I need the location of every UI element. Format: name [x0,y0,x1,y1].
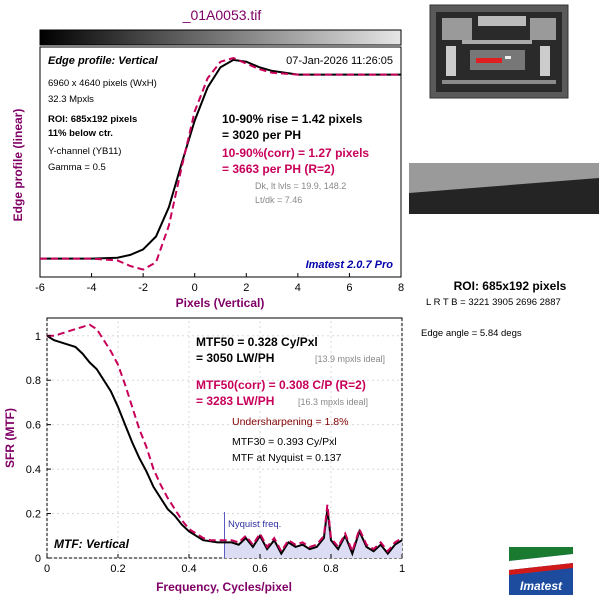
info-dimensions: 6960 x 4640 pixels (WxH) [48,78,157,89]
mtf-y-tick-label: 0.6 [26,420,41,432]
edge-series-red [40,56,401,271]
mtf-y-tick-label: 0.2 [26,509,41,521]
edge-plot-frame [39,46,402,278]
edge-profile-plot: -6 -4 -2 0 2 4 6 8 Edge profile: Vertical 07-Ja… [11,29,404,310]
mtf-x-ticks: 0 0.2 0.4 0.6 0.8 1 [44,554,405,575]
rise-result: 10-90% rise = 1.42 pixels [222,112,363,126]
mtf-x-tick-label: 0.4 [181,563,196,575]
mtf-panel-title: MTF: Vertical [54,537,130,551]
info-roi: ROI: 685x192 pixels [48,114,137,125]
mtf-nyquist-text: MTF at Nyquist = 0.137 [232,452,342,464]
rise-corr-per-ph: = 3663 per PH (R=2) [222,162,335,176]
mtf30-text: MTF30 = 0.393 Cy/Pxl [232,436,337,448]
nyquist-region [224,509,402,558]
edge-x-tick-label: 4 [295,282,301,294]
edge-x-tick-label: 6 [346,282,352,294]
version-label: Imatest 2.0.7 Pro [306,259,394,271]
nyquist-fill [224,509,402,558]
mtf-x-tick-label: 0 [44,563,50,575]
edge-y-label: Edge profile (linear) [11,109,25,222]
info-gamma: Gamma = 0.5 [48,162,106,173]
gradient-bar [39,29,402,46]
mtf-plot: 0 0.2 0.4 0.6 0.8 1 0 0.2 0.4 0.6 0.8 1 Nyquist fr… [3,317,405,594]
undersharpening-text: Undersharpening = 1.8% [232,416,348,428]
mtf50-corr-lwph: = 3283 LW/PH [196,394,274,408]
edge-x-tick-label: 8 [398,282,404,294]
logo-text: Imatest [520,579,563,593]
edge-x-tick-label: 0 [192,282,198,294]
edge-panel-title: Edge profile: Vertical [48,55,159,67]
info-mpxls: 32.3 Mpxls [48,94,94,105]
edge-x-tick-label: 2 [243,282,249,294]
mtf-x-tick-label: 0.8 [323,563,338,575]
edge-x-tick-label: -6 [35,282,45,294]
edge-x-tick-label: -4 [87,282,97,294]
mtf-x-label: Frequency, Cycles/pixel [156,580,292,594]
mtf-x-tick-label: 1 [399,563,405,575]
mtf-y-tick-label: 0 [35,553,41,565]
mtf-x-tick-label: 0.2 [110,563,125,575]
mtf-curves [46,323,403,557]
mtf-y-tick-label: 0.4 [26,464,41,476]
mtf-y-tick-label: 0.8 [26,375,41,387]
edge-timestamp: 07-Jan-2026 11:26:05 [286,55,393,67]
edge-x-tick-label: -2 [138,282,148,294]
rise-per-ph: = 3020 per PH [222,128,301,142]
edge-x-label: Pixels (Vertical) [176,296,265,310]
chart-thumbnail [429,4,569,99]
edge-curves [40,56,401,271]
info-below-center: 11% below ctr. [48,128,113,139]
roi-coords: L R T B = 3221 3905 2696 2887 [426,297,561,308]
file-title: _01A0053.tif [182,7,262,23]
edge-x-ticks: -6 -4 -2 0 2 4 6 8 [35,273,404,294]
mtf-x-tick-label: 0.6 [252,563,267,575]
mtf-series-red [47,323,403,555]
imatest-logo: Imatest [509,547,573,595]
mtf50-lwph: = 3050 LW/PH [196,351,274,365]
levels-text: Dk, lt lvls = 19.9, 148.2 [255,181,346,191]
lt-dk-text: Lt/dk = 7.46 [255,195,302,205]
mtf-y-ticks: 0 0.2 0.4 0.6 0.8 1 [26,331,51,565]
mtf50-corr-ideal: [16.3 mpxls ideal] [298,397,368,407]
mtf-y-label: SFR (MTF) [3,408,17,468]
mtf-series-black [46,334,403,557]
rise-corr-result: 10-90%(corr) = 1.27 pixels [222,146,369,160]
edge-angle: Edge angle = 5.84 degs [421,328,522,339]
roi-title: ROI: 685x192 pixels [454,279,567,293]
info-channel: Y-channel (YB11) [48,146,121,157]
mtf50-corr-result: MTF50(corr) = 0.308 C/P (R=2) [196,378,366,392]
mtf-y-tick-label: 1 [35,331,41,343]
roi-image [409,163,599,214]
mtf50-result: MTF50 = 0.328 Cy/Pxl [196,335,318,349]
nyquist-label: Nyquist freq. [228,519,281,530]
mtf50-ideal: [13.9 mpxls ideal] [315,354,385,364]
